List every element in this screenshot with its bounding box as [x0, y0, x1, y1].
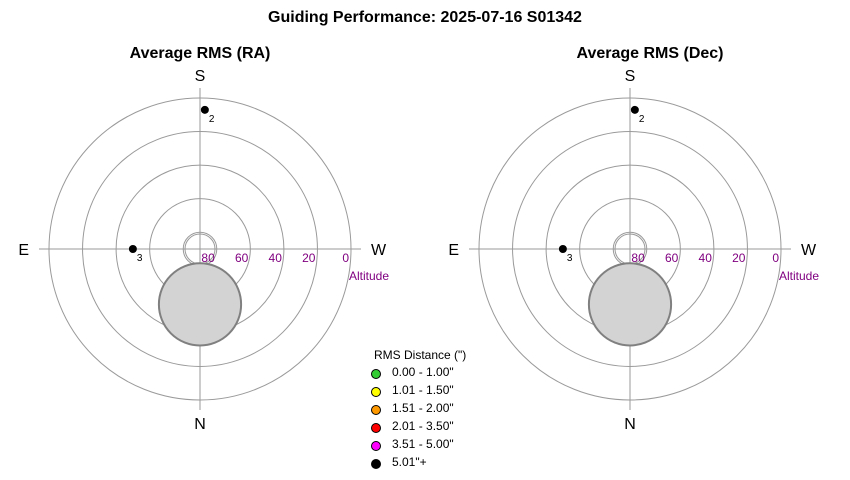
legend-swatch-icon — [371, 387, 381, 397]
altitude-tick-label: 60 — [665, 251, 679, 265]
legend-items: 0.00 - 1.00" 1.01 - 1.50" 1.51 - 2.00" 2.01… — [360, 365, 500, 473]
legend-item: 3.51 - 5.00" — [360, 437, 500, 455]
compass-east: E — [18, 242, 29, 259]
legend-swatch-icon — [371, 459, 381, 469]
altitude-axis-label: Altitude — [779, 269, 819, 283]
altitude-axis-label: Altitude — [349, 269, 389, 283]
rms-data-point — [128, 245, 137, 253]
compass-west: W — [801, 242, 817, 259]
legend-swatch-icon — [371, 369, 381, 379]
rms-point-label: 2 — [639, 114, 645, 125]
legend-item: 1.51 - 2.00" — [360, 401, 500, 419]
altitude-tick-label: 60 — [235, 251, 249, 265]
altitude-tick-label: 40 — [699, 251, 713, 265]
legend-item: 5.01"+ — [360, 455, 500, 473]
rms-point-label: 3 — [567, 253, 573, 264]
legend: RMS Distance (") 0.00 - 1.00" 1.01 - 1.50… — [360, 348, 500, 473]
rms-data-point — [630, 105, 639, 114]
compass-south: S — [195, 68, 206, 85]
legend-label: 1.01 - 1.50" — [392, 383, 454, 397]
legend-label: 5.01"+ — [392, 455, 427, 469]
legend-label: 2.01 - 3.50" — [392, 419, 454, 433]
dec-panel-title: Average RMS (Dec) — [576, 45, 724, 62]
compass-north: N — [624, 416, 636, 433]
legend-label: 0.00 - 1.00" — [392, 365, 454, 379]
compass-south: S — [625, 68, 636, 85]
legend-title: RMS Distance (") — [374, 348, 467, 362]
rms-point-label: 3 — [137, 253, 143, 264]
altitude-tick-label: 0 — [342, 251, 349, 265]
moon-disc — [157, 262, 243, 347]
legend-swatch-icon — [371, 441, 381, 451]
compass-east: E — [448, 242, 459, 259]
altitude-tick-label: 0 — [772, 251, 779, 265]
compass-west: W — [371, 242, 387, 259]
altitude-tick-label: 80 — [631, 251, 645, 265]
legend-label: 1.51 - 2.00" — [392, 401, 454, 415]
legend-swatch-icon — [371, 423, 381, 433]
compass-north: N — [194, 416, 206, 433]
moon-disc — [587, 262, 673, 347]
legend-item: 2.01 - 3.50" — [360, 419, 500, 437]
legend-item: 0.00 - 1.00" — [360, 365, 500, 383]
legend-item: 1.01 - 1.50" — [360, 383, 500, 401]
ra-panel-title: Average RMS (RA) — [129, 45, 271, 62]
legend-swatch-icon — [371, 405, 381, 415]
altitude-tick-label: 40 — [269, 251, 283, 265]
rms-data-point — [558, 245, 567, 253]
rms-point-label: 2 — [209, 114, 215, 125]
rms-data-point — [200, 105, 209, 114]
legend-label: 3.51 - 5.00" — [392, 437, 454, 451]
altitude-tick-label: 20 — [732, 251, 746, 265]
chart-title: Guiding Performance: 2025-07-16 S01342 — [268, 9, 582, 26]
altitude-tick-label: 80 — [201, 251, 215, 265]
altitude-tick-label: 20 — [302, 251, 316, 265]
